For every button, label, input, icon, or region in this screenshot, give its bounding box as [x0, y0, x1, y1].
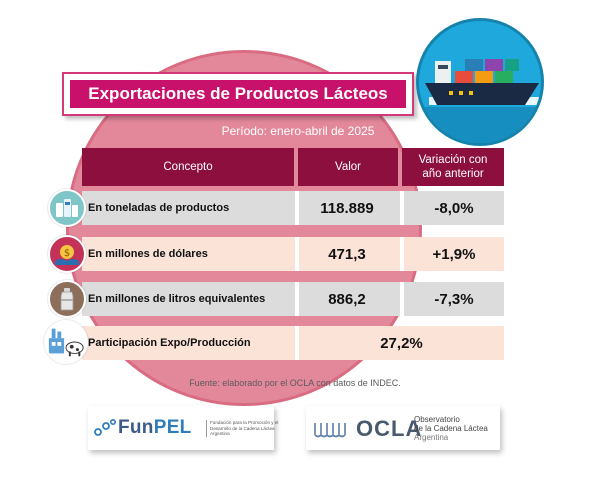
funpel-subtitle: Fundación para la Promoción y el Desarro… [206, 420, 292, 438]
page-title: Exportaciones de Productos Lácteos [70, 80, 406, 108]
svg-text:$: $ [64, 248, 70, 259]
factory-cow-icon [44, 320, 88, 364]
row-value: 471,3 [328, 245, 366, 263]
milk-can-icon [48, 280, 86, 318]
title-banner: Exportaciones de Productos Lácteos [62, 72, 414, 116]
row-concept: En millones de dólares [88, 248, 208, 260]
cargo-ship-icon [416, 18, 544, 146]
row-value: 27,2% [380, 334, 423, 352]
header-value: Valor [298, 148, 398, 186]
table-row: En toneladas de productos 118.889 -8,0% [82, 191, 504, 225]
ocla-logo: OCLA Observatorio de la Cadena Láctea Ar… [306, 406, 500, 450]
period-label: Período: enero-abril de 2025 [221, 124, 375, 138]
row-variation: +1,9% [432, 245, 476, 263]
money-handshake-icon: $ [48, 235, 86, 273]
dairy-products-icon [48, 189, 86, 227]
ocla-wave-icon [314, 423, 346, 438]
funpel-logo-mark-icon [94, 418, 116, 436]
row-variation: -8,0% [434, 199, 474, 217]
row-concept: En millones de litros equivalentes [88, 293, 266, 305]
source-note: Fuente: elaborado por el OCLA con datos … [189, 378, 401, 388]
row-value: 118.889 [320, 199, 374, 217]
table-row: En millones de litros equivalentes 886,2… [82, 282, 504, 316]
funpel-name: FunPEL [118, 417, 192, 438]
table-row: En millones de dólares 471,3 +1,9% [82, 237, 504, 271]
header-variation: Variación con año anterior [402, 148, 504, 186]
row-concept: Participación Expo/Producción [88, 337, 251, 349]
row-value: 886,2 [328, 290, 366, 308]
row-variation: -7,3% [434, 290, 474, 308]
row-concept: En toneladas de productos [88, 202, 230, 214]
ocla-name: OCLA [356, 416, 423, 441]
funpel-logo: FunPEL Fundación para la Promoción y el … [88, 406, 278, 450]
ocla-subtitle: Observatorio de la Cadena Láctea Argenti… [414, 415, 488, 442]
table-row: Participación Expo/Producción 27,2% [82, 326, 504, 360]
header-concept: Concepto [82, 148, 294, 186]
